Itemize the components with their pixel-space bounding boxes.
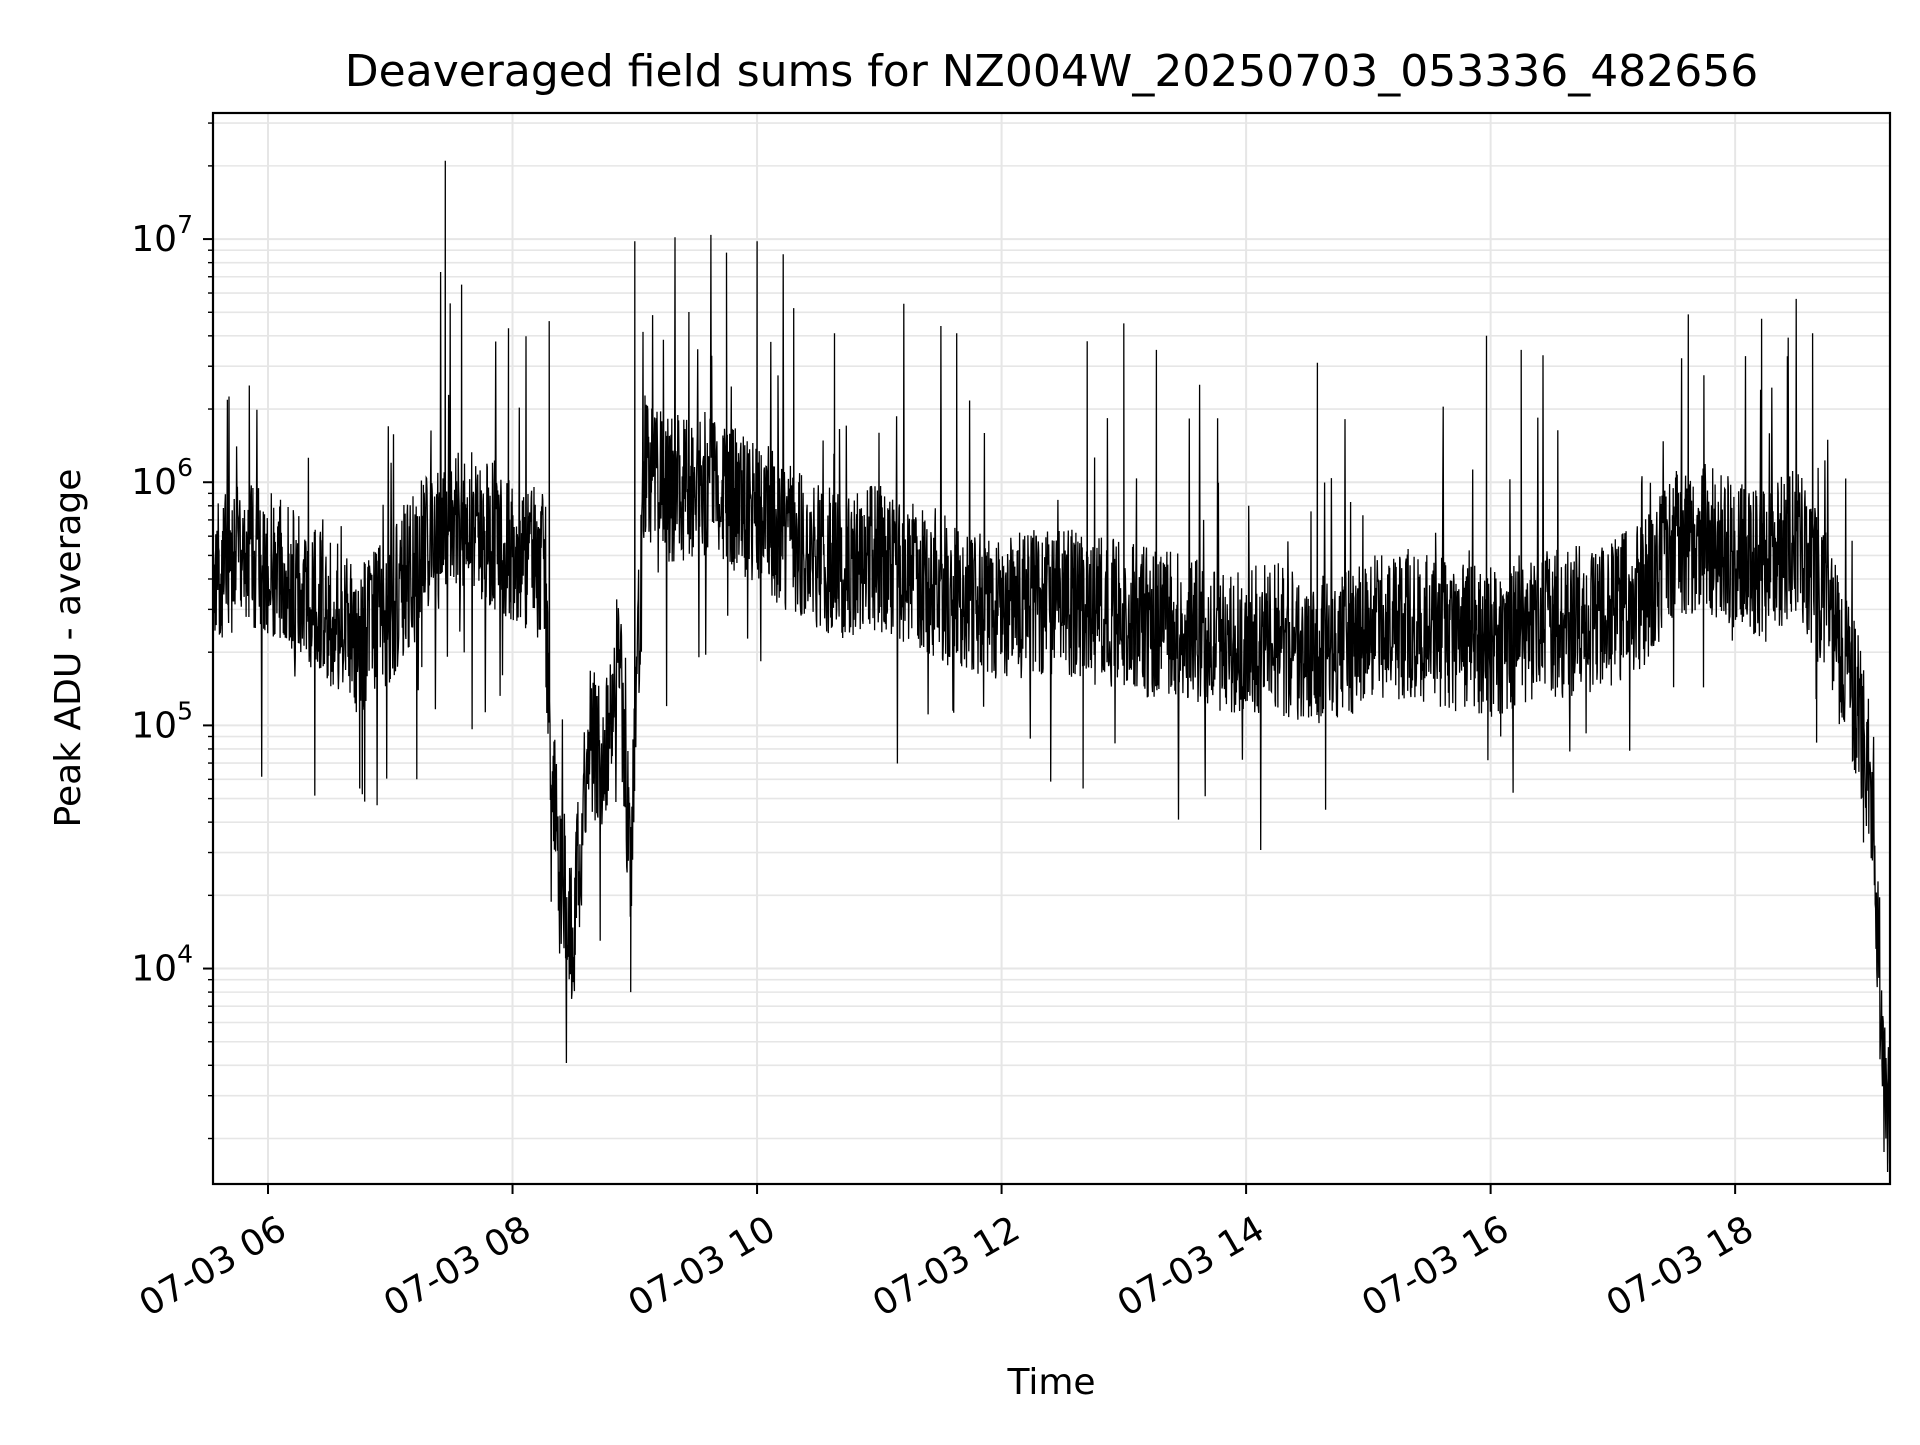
y-tick-label: 107 [131,210,193,260]
x-axis-label: Time [1006,1362,1095,1403]
chart-title: Deaveraged field sums for NZ004W_2025070… [345,46,1758,97]
y-tick-label: 105 [131,696,193,746]
y-tick-label: 106 [131,453,193,503]
plot-frame [211,111,1892,1186]
y-tick-label: 104 [131,940,193,990]
series-line [212,160,1891,1173]
y-axis-label: Peak ADU - average [48,469,89,828]
data-series [212,160,1891,1173]
